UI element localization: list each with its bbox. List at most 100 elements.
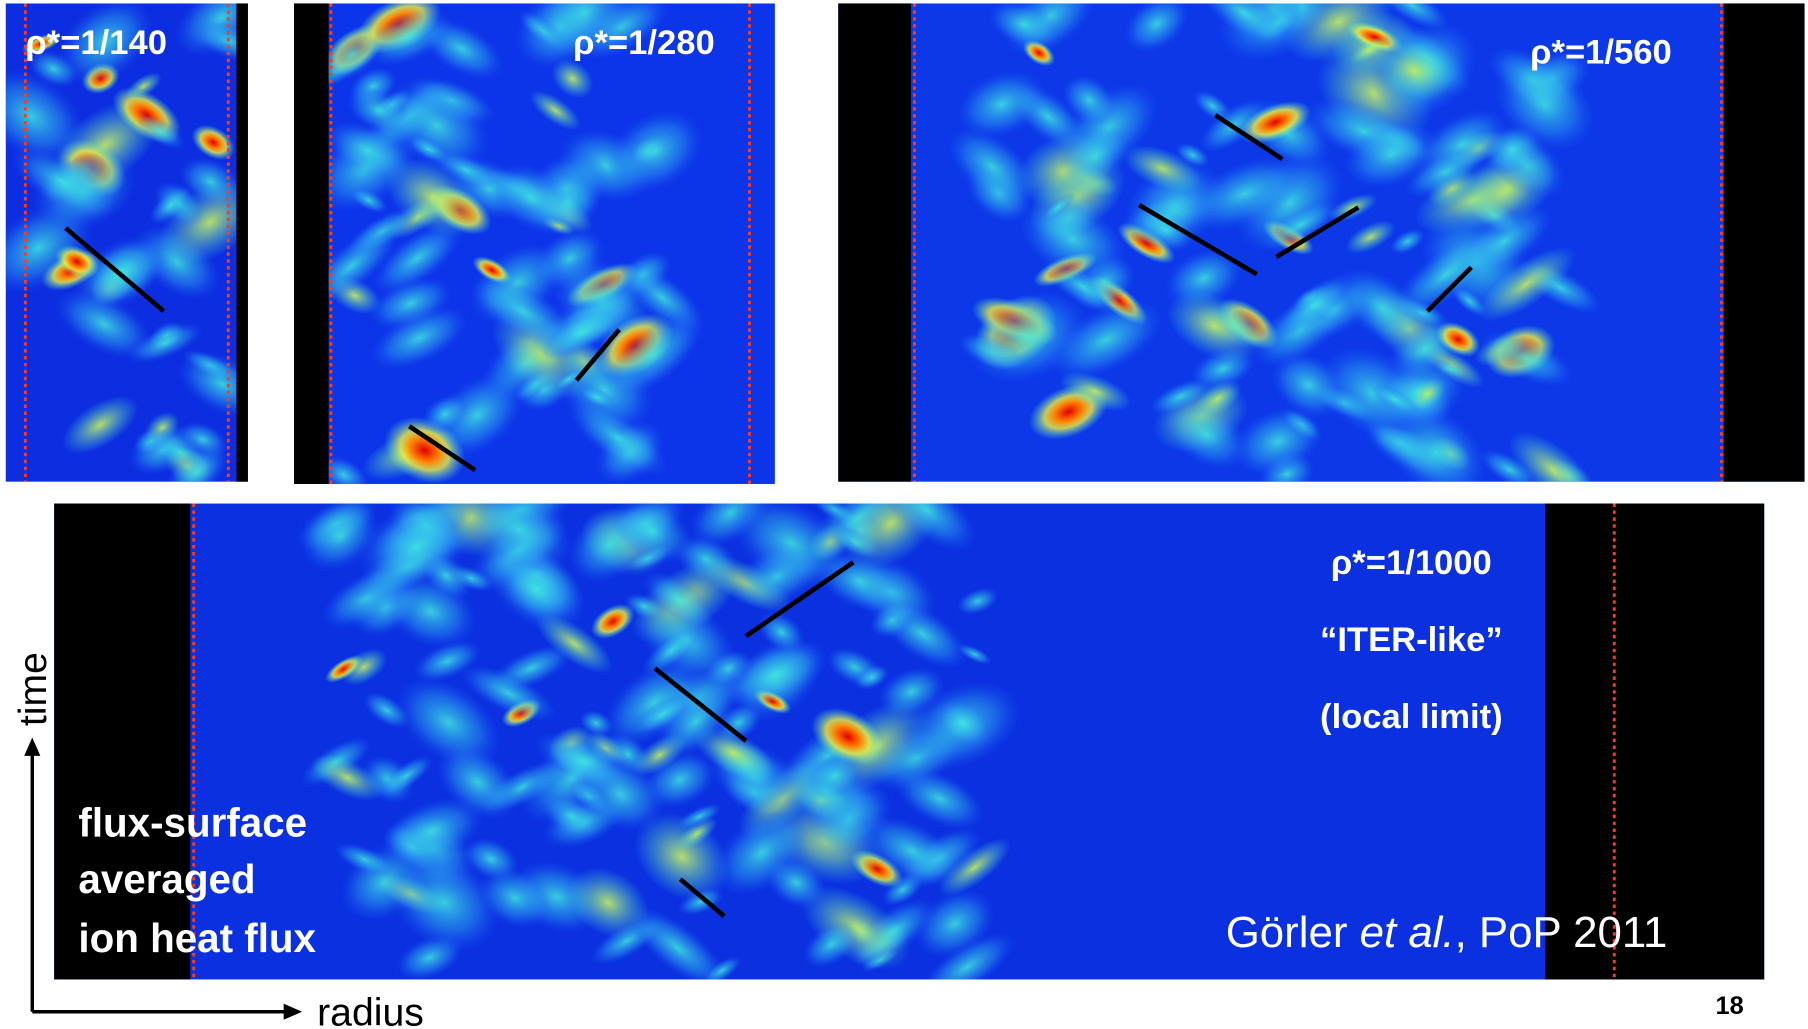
- mask: [294, 3, 329, 484]
- heat-blob: [471, 275, 576, 348]
- heat-blob: [920, 932, 1015, 980]
- slopes: [64, 113, 1473, 918]
- panel-note: “ITER-like”: [1320, 621, 1503, 659]
- texture-group: [5, 3, 237, 482]
- heat-blob: [1451, 285, 1488, 317]
- heat-blob: [472, 256, 512, 284]
- heat-blob: [860, 815, 965, 888]
- heat-blob: [408, 135, 450, 164]
- mask: [1723, 3, 1805, 482]
- heat-blob: [540, 308, 624, 358]
- heat-blob: [478, 867, 552, 929]
- citation: Görler et al., PoP 2011: [1226, 908, 1668, 957]
- heat-blob: [362, 691, 410, 729]
- mask: [1545, 503, 1765, 980]
- heat-blob: [374, 513, 460, 581]
- heat-blob: [956, 587, 999, 615]
- heat-blob: [191, 124, 235, 160]
- slope-line: [1138, 203, 1259, 277]
- heat-blob: [62, 395, 139, 454]
- heat-blob: [676, 817, 718, 851]
- heat-blob: [1136, 206, 1195, 253]
- heat-blob: [432, 150, 500, 190]
- heat-blob: [1261, 200, 1339, 250]
- heat-blob: [1376, 40, 1452, 101]
- heat-blob: [1385, 405, 1487, 482]
- heat-blob: [567, 399, 669, 477]
- heat-blob: [177, 351, 237, 417]
- heat-blob: [1164, 398, 1249, 470]
- heat-blob: [610, 503, 694, 565]
- heat-blob: [1194, 379, 1242, 418]
- heat-blob: [1375, 3, 1450, 31]
- heat-blob: [380, 797, 484, 865]
- citation-author: Görler: [1226, 908, 1360, 957]
- panel-label: ρ*=1/560: [1530, 33, 1672, 71]
- heat-blob: [328, 455, 369, 484]
- heat-blob: [1370, 384, 1420, 415]
- slope-line: [678, 877, 726, 918]
- heat-blob: [328, 121, 410, 180]
- heat-blob: [1123, 145, 1202, 193]
- slope-line: [1425, 265, 1473, 313]
- heat-blob: [535, 613, 613, 674]
- heat-blob: [1062, 74, 1117, 126]
- heat-blob: [702, 956, 742, 980]
- heat-blob: [125, 72, 162, 101]
- heat-blob: [1059, 371, 1131, 412]
- heat-blob: [21, 33, 61, 54]
- heat-blob: [766, 856, 827, 909]
- heat-blob: [553, 368, 585, 391]
- axis-arrows: [24, 737, 303, 1020]
- heat-blob: [328, 225, 400, 308]
- heat-blob: [633, 694, 693, 734]
- heat-blob: [894, 768, 985, 830]
- heat-blob: [1477, 246, 1576, 322]
- heat-blob: [641, 625, 702, 676]
- mask: [54, 503, 191, 980]
- slope-line: [408, 424, 477, 473]
- heat-blob: [579, 386, 616, 409]
- heat-blob: [1048, 299, 1164, 380]
- heat-blob: [1409, 377, 1446, 410]
- heat-blob: [334, 842, 394, 876]
- heat-blob: [811, 707, 885, 766]
- heat-blob: [1482, 124, 1543, 176]
- heat-blob: [841, 503, 941, 570]
- heat-blob: [346, 86, 411, 135]
- heat-blob: [607, 109, 704, 193]
- heat-blob: [591, 603, 635, 639]
- slope-line: [1275, 205, 1360, 259]
- panel-label: ρ*=1/1000: [1331, 544, 1492, 582]
- heat-blob: [422, 394, 468, 434]
- heat-blob: [395, 676, 502, 768]
- heat-blob: [1389, 228, 1426, 255]
- heat-blob: [10, 147, 116, 218]
- boundaries: [23, 3, 1723, 980]
- heat-blob: [413, 640, 482, 682]
- heat-blob: [466, 503, 573, 573]
- heat-blob: [854, 664, 890, 691]
- heat-blob: [876, 503, 977, 552]
- heat-blob: [5, 69, 86, 164]
- heat-blob: [340, 648, 388, 686]
- slope-line: [574, 328, 621, 382]
- mask: [236, 3, 248, 482]
- heat-blob: [1198, 3, 1290, 46]
- heat-blob: [529, 90, 581, 131]
- heat-blob: [551, 59, 594, 99]
- heat-blob: [1058, 125, 1131, 187]
- x-axis-label: radius: [317, 992, 424, 1029]
- heat-blob: [388, 852, 501, 952]
- heat-blob: [1404, 146, 1488, 198]
- y-axis-label: time: [12, 652, 55, 726]
- heat-blob: [948, 127, 1037, 206]
- heat-blob: [1232, 406, 1323, 477]
- heat-blob: [1166, 291, 1262, 361]
- heat-blob: [55, 289, 153, 359]
- heat-blob: [643, 571, 714, 628]
- heat-blob: [1345, 220, 1396, 254]
- heat-blob: [1149, 378, 1212, 415]
- heat-blob: [806, 753, 863, 799]
